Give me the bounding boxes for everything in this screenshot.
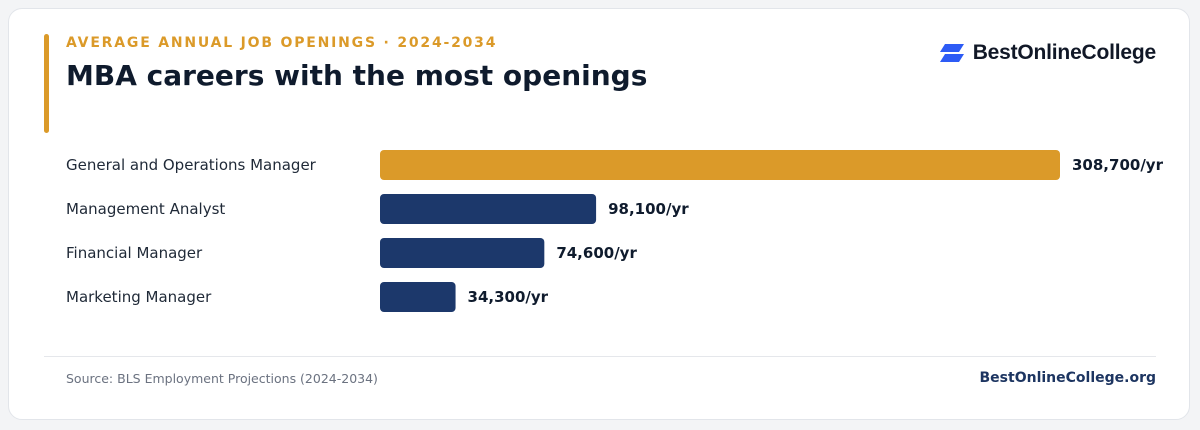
chart-eyebrow: AVERAGE ANNUAL JOB OPENINGS · 2024-2034 <box>66 35 498 51</box>
accent-bar <box>44 34 49 133</box>
chart-title: MBA careers with the most openings <box>66 59 648 92</box>
category-label: General and Operations Manager <box>66 156 317 174</box>
category-label: Management Analyst <box>66 200 225 218</box>
bar <box>380 150 1060 180</box>
value-label: 308,700/yr <box>1072 156 1164 174</box>
category-label: Marketing Manager <box>66 288 212 306</box>
site-link[interactable]: BestOnlineCollege.org <box>979 370 1156 386</box>
footer-divider <box>44 356 1156 357</box>
value-label: 34,300/yr <box>468 288 549 306</box>
brand-name: BestOnlineCollege <box>972 41 1157 64</box>
bar <box>380 194 597 224</box>
bar <box>380 238 545 268</box>
bar <box>380 282 456 312</box>
category-label: Financial Manager <box>66 244 203 262</box>
parallelogram-stack-logo-icon <box>939 44 964 62</box>
value-label: 98,100/yr <box>608 200 689 218</box>
bar-chart: General and Operations Manager 308,700/yr… <box>66 150 1164 312</box>
brand-logo: BestOnlineCollege <box>939 41 1156 65</box>
value-label: 74,600/yr <box>556 244 637 262</box>
chart-card: AVERAGE ANNUAL JOB OPENINGS · 2024-2034 … <box>8 8 1190 420</box>
source-note: Source: BLS Employment Projections (2024… <box>66 371 378 386</box>
